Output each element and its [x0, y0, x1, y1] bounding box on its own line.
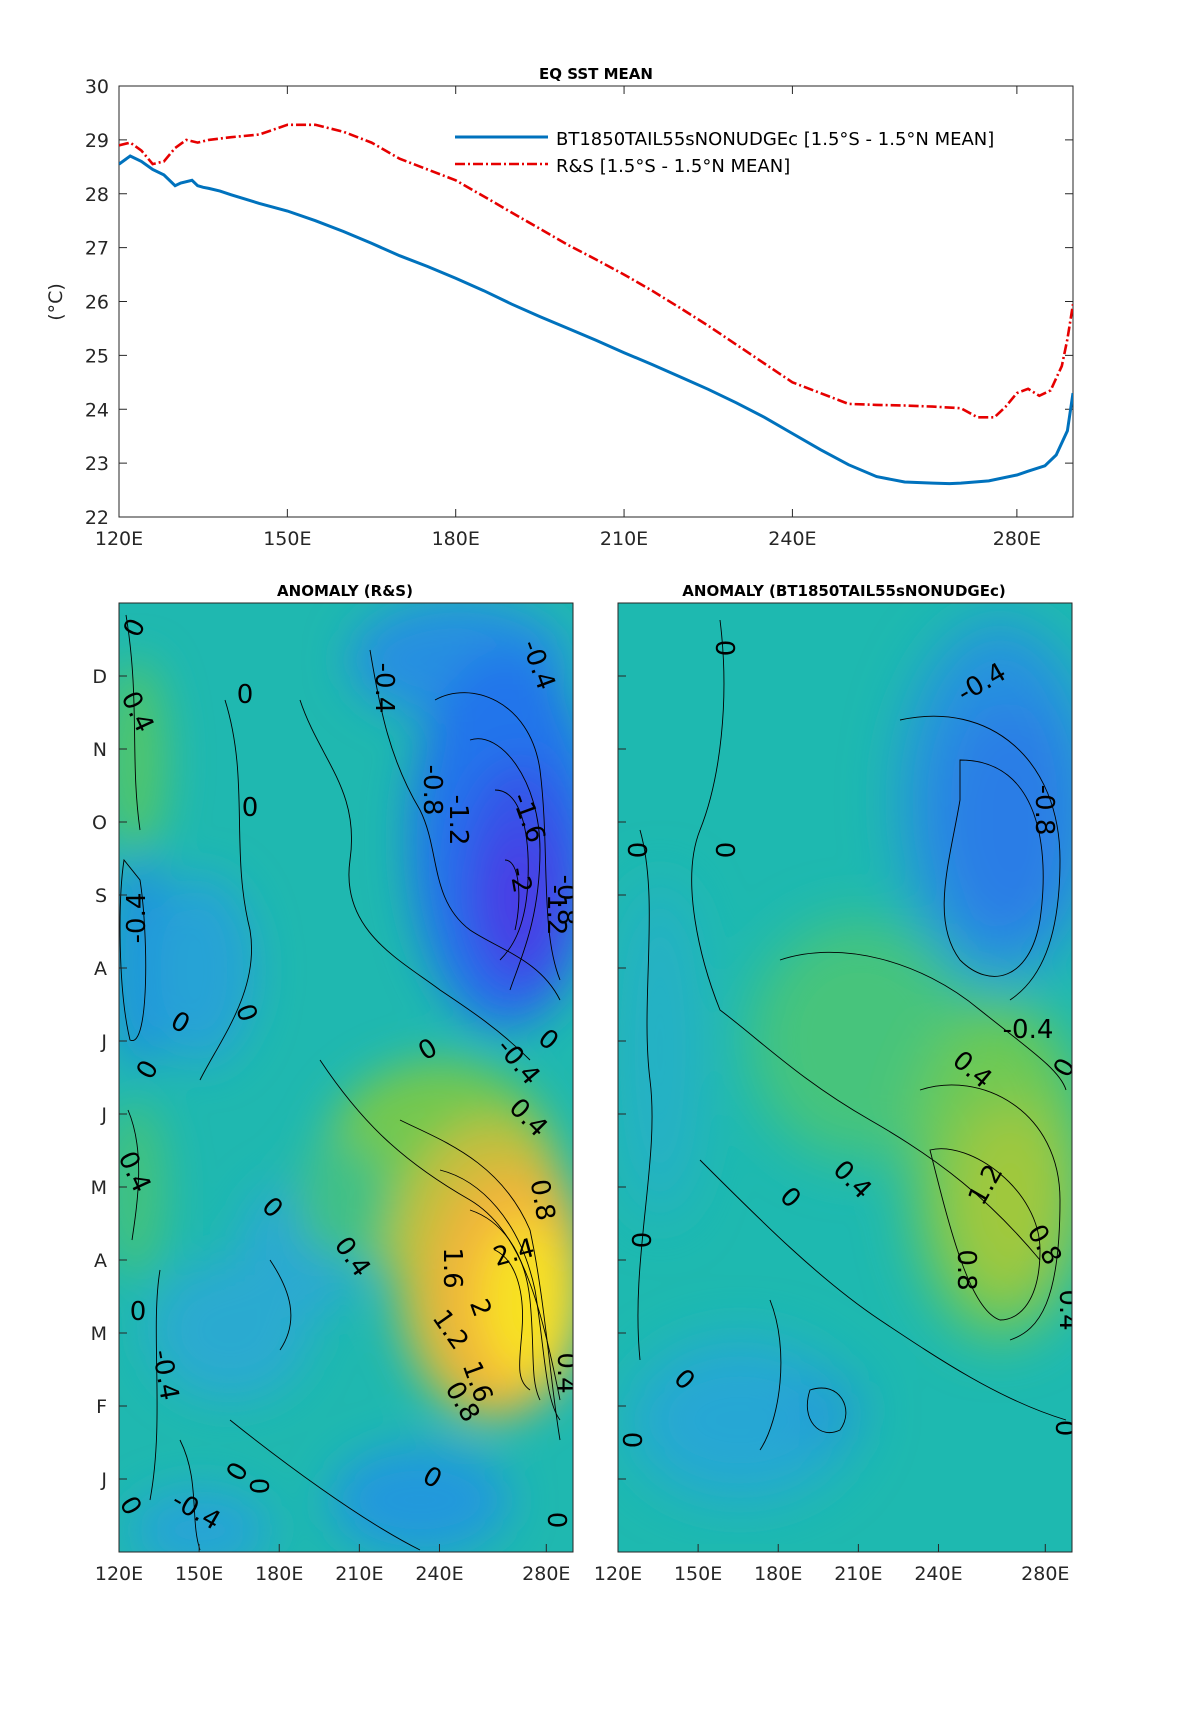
month-tick-label: S — [95, 885, 107, 907]
legend: BT1850TAIL55sNONUDGEc [1.5°S - 1.5°N MEA… — [455, 129, 994, 177]
contour-label: -0.8 — [1029, 785, 1059, 836]
left-axes-box — [118, 602, 574, 1553]
x-tick-label: 280E — [993, 528, 1041, 550]
contour-label: -0.4 — [122, 893, 152, 944]
contour-label: -0.8 — [417, 765, 447, 816]
y-tick-label: 23 — [85, 453, 109, 475]
contour-label: 0 — [243, 1478, 273, 1495]
y-tick-label: 22 — [85, 507, 109, 529]
contour-label: -1.2 — [541, 885, 571, 936]
contour-label: -1.2 — [443, 795, 473, 846]
x-tick-label: 150E — [175, 1563, 223, 1585]
contour-label: 0 — [621, 842, 651, 859]
month-tick-label: N — [93, 739, 107, 761]
legend-label-model: BT1850TAIL55sNONUDGEc [1.5°S - 1.5°N MEA… — [556, 129, 994, 150]
anomaly-model-heatmap: ANOMALY (BT1850TAIL55sNONUDGEc) — [594, 582, 1083, 1585]
top-axes-box — [118, 85, 1074, 518]
x-tick-label: 180E — [432, 528, 480, 550]
contour-label: 1.6 — [437, 1247, 467, 1288]
y-tick-label: 29 — [85, 130, 109, 152]
y-tick-label: 24 — [85, 399, 109, 421]
contour-label: 0 — [709, 640, 739, 657]
top-chart-title: EQ SST MEAN — [539, 65, 653, 83]
y-tick-label: 30 — [85, 76, 109, 98]
month-tick-label: M — [91, 1177, 107, 1199]
contour-label: -0.8 — [551, 875, 581, 926]
x-tick-label: 210E — [834, 1563, 882, 1585]
contour-label: 0 — [130, 1297, 147, 1327]
contour-label: 0 — [625, 1232, 655, 1249]
series-line-obs — [119, 123, 1073, 419]
left-contour-lines — [119, 614, 561, 1551]
x-tick-label: 120E — [594, 1563, 642, 1585]
top-axes: 22 23 24 25 26 27 28 29 30 120E 150E 180E 210E 240E 28… — [85, 76, 1074, 550]
month-tick-label: A — [94, 1250, 107, 1272]
x-tick-label: 240E — [768, 528, 816, 550]
right-chart-title: ANOMALY (BT1850TAIL55sNONUDGEc) — [682, 582, 1005, 600]
x-tick-label: 180E — [754, 1563, 802, 1585]
contour-label: 0 — [709, 842, 739, 859]
contour-label: 0.4 — [551, 1352, 581, 1393]
legend-label-obs: R&S [1.5°S - 1.5°N MEAN] — [556, 156, 790, 177]
top-y-axis-label: (°C) — [45, 283, 67, 321]
y-tick-label: 25 — [85, 345, 109, 367]
contour-label: 0 — [619, 1432, 649, 1449]
series-line-model — [119, 154, 1073, 486]
x-tick-label: 240E — [914, 1563, 962, 1585]
y-tick-label: 27 — [85, 238, 109, 260]
month-tick-label: J — [100, 1469, 107, 1491]
month-tick-label: D — [92, 666, 107, 688]
top-line-chart: EQ SST MEAN 22 23 24 25 26 27 28 29 30 120E 150E 18… — [45, 65, 1074, 550]
contour-label: 0.8 — [951, 1249, 981, 1290]
y-tick-label: 26 — [85, 292, 109, 314]
x-tick-label: 120E — [95, 528, 143, 550]
month-tick-label: M — [91, 1323, 107, 1345]
contour-label: 0 — [1049, 1420, 1079, 1437]
left-axis-ticks: 120E 150E 180E 210E 240E 280E J F M A M J J A S O N D — [91, 666, 571, 1585]
left-chart-title: ANOMALY (R&S) — [277, 582, 413, 600]
x-tick-label: 180E — [255, 1563, 303, 1585]
month-tick-label: J — [100, 1104, 107, 1126]
anomaly-obs-heatmap: ANOMALY (R&S) — [91, 582, 581, 1585]
month-tick-label: J — [100, 1031, 107, 1053]
contour-label: -2 — [503, 865, 537, 896]
contour-label: 0 — [237, 680, 254, 710]
left-contour-labels: 00.4 0-0.40-0.4-0.8-1.2 -1.6-2-1.2-0.8-0.4… — [119, 614, 581, 1537]
x-tick-label: 210E — [335, 1563, 383, 1585]
x-tick-label: 150E — [263, 528, 311, 550]
x-tick-label: 120E — [95, 1563, 143, 1585]
y-tick-label: 28 — [85, 184, 109, 206]
month-tick-label: F — [96, 1396, 107, 1418]
x-tick-label: 280E — [522, 1563, 570, 1585]
right-axis-ticks: 120E 150E 180E 210E 240E 280E — [594, 675, 1069, 1585]
contour-label: 0 — [242, 793, 259, 823]
month-tick-label: A — [94, 958, 107, 980]
x-tick-label: 210E — [600, 528, 648, 550]
contour-label: -0.4 — [369, 663, 399, 714]
month-tick-label: O — [92, 812, 107, 834]
right-contour-lines — [637, 619, 1067, 1451]
contour-label: 0.8 — [524, 1177, 561, 1223]
left-field-blobs — [119, 603, 573, 1552]
x-tick-label: 150E — [674, 1563, 722, 1585]
contour-label: 0 — [541, 1512, 571, 1529]
contour-label: -0.4 — [1003, 1015, 1054, 1045]
x-tick-label: 280E — [1021, 1563, 1069, 1585]
right-axes-box — [617, 602, 1073, 1553]
x-tick-label: 240E — [415, 1563, 463, 1585]
contour-label: 0.4 — [1053, 1289, 1083, 1330]
